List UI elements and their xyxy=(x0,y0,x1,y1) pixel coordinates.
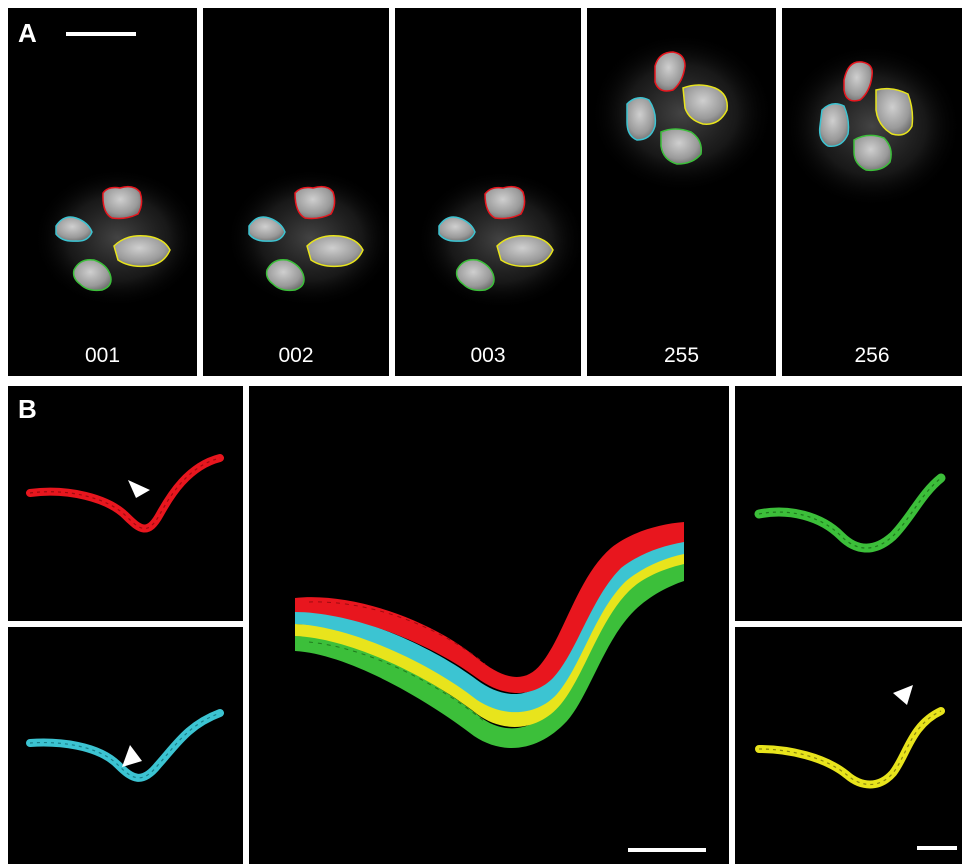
yellow-trace-image xyxy=(755,685,945,789)
red-trace-image xyxy=(26,454,224,533)
frame-panel-003: 003 xyxy=(395,8,581,376)
green-trace-panel xyxy=(735,386,962,621)
frame-label-001: 001 xyxy=(84,344,121,367)
green-trace-image xyxy=(754,473,946,553)
cell-image-001 xyxy=(33,168,197,308)
frame-panel-001: A 001 xyxy=(8,8,197,376)
arrowhead-icon xyxy=(893,685,913,705)
panel-letter-b: B xyxy=(18,394,37,424)
frame-panel-256: 256 xyxy=(782,8,962,376)
merged-traces-image xyxy=(295,522,684,748)
arrowhead-icon xyxy=(128,480,150,498)
scale-bar-b-right xyxy=(917,846,957,850)
cyan-trace-panel xyxy=(8,627,243,864)
arrowhead-icon xyxy=(122,745,142,767)
frame-panel-255: 255 xyxy=(587,8,776,376)
red-trace-panel: B xyxy=(8,386,243,621)
yellow-trace-panel xyxy=(735,627,962,864)
frame-label-256: 256 xyxy=(854,344,890,367)
frame-label-255: 255 xyxy=(663,344,700,367)
cell-image-003 xyxy=(416,170,581,310)
panel-letter-a: A xyxy=(18,18,37,48)
frame-label-002: 002 xyxy=(278,344,314,367)
cell-image-002 xyxy=(226,168,389,308)
frame-label-003: 003 xyxy=(470,344,506,367)
scale-bar-b-center xyxy=(628,848,706,852)
cell-image-256 xyxy=(782,44,962,208)
cyan-trace-image xyxy=(26,709,224,782)
frame-panel-002: 002 xyxy=(203,8,389,376)
scale-bar-a xyxy=(66,32,136,36)
cell-image-255 xyxy=(590,33,774,193)
merged-traces-panel xyxy=(249,386,729,864)
